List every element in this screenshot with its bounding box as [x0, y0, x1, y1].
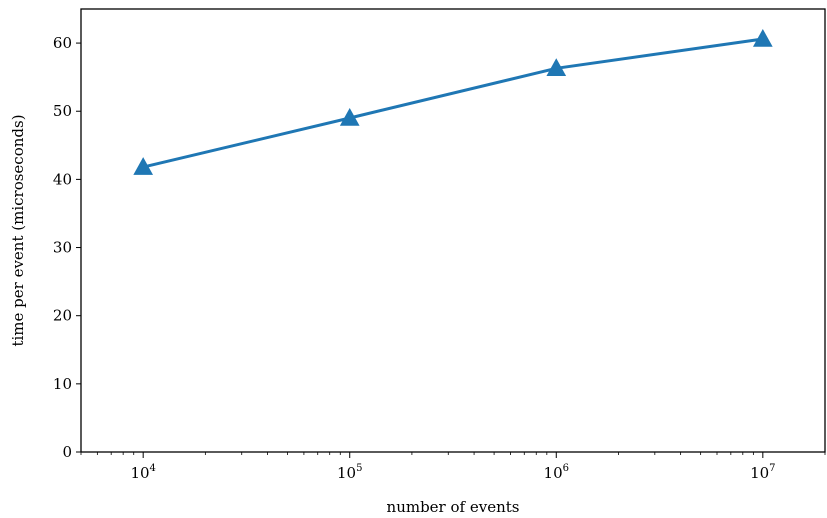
x-tick-exponent: 6 — [563, 463, 569, 474]
y-tick-label: 20 — [53, 307, 72, 325]
x-tick-label: 104 — [130, 463, 155, 482]
plot-frame — [80, 8, 826, 453]
y-tick-label: 10 — [53, 375, 72, 393]
y-tick-label: 50 — [53, 102, 72, 120]
x-tick-label: 106 — [544, 463, 569, 482]
x-tick-exponent: 7 — [769, 463, 775, 474]
x-tick-base: 10 — [337, 464, 356, 482]
y-tick-label: 30 — [53, 239, 72, 257]
x-tick-base: 10 — [130, 464, 149, 482]
y-axis-ticks: 0 10 20 30 40 50 60 — [53, 34, 81, 461]
y-axis-label: time per event (microseconds) — [9, 114, 27, 346]
x-tick-base: 10 — [750, 464, 769, 482]
y-tick-label: 0 — [62, 443, 72, 461]
series-line — [142, 37, 764, 169]
data-point-marker — [752, 28, 773, 47]
data-point-marker — [339, 108, 360, 126]
x-tick-label: 107 — [750, 463, 775, 482]
data-point-marker — [133, 157, 154, 175]
x-tick-base: 10 — [544, 464, 563, 482]
x-axis-ticks: 104 105 106 107 — [80, 452, 826, 482]
data-point-marker — [546, 58, 567, 76]
y-tick-label: 40 — [53, 170, 72, 188]
x-tick-exponent: 5 — [356, 463, 362, 474]
plot-series — [133, 28, 773, 175]
x-axis-label: number of events — [387, 498, 520, 516]
y-tick-label: 60 — [53, 34, 72, 52]
x-tick-exponent: 4 — [150, 463, 156, 474]
x-tick-label: 105 — [337, 463, 362, 482]
